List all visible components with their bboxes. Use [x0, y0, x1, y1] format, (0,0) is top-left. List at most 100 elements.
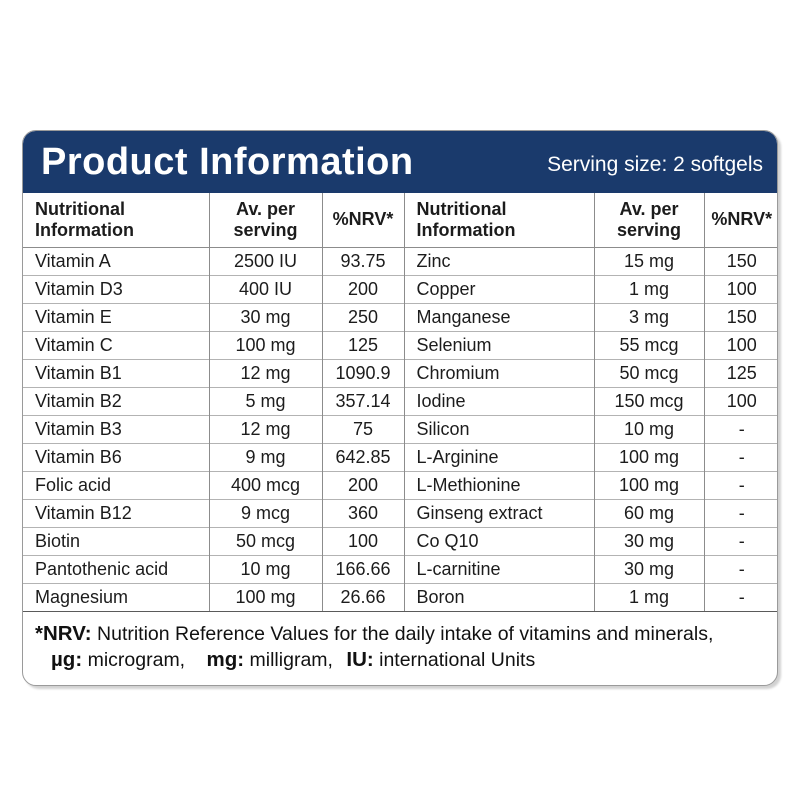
nrv-abbrev-label: *NRV:	[35, 622, 92, 645]
nutrient-name: Vitamin D3	[23, 274, 209, 303]
nutrient-amount: 100 mg	[593, 470, 704, 499]
nutrient-name: Silicon	[403, 414, 594, 443]
table-row: Magnesium 100 mg 26.66 Boron 1 mg -	[23, 582, 777, 611]
nutrient-name: L-Methionine	[403, 470, 594, 499]
table-row: Vitamin B1 12 mg 1090.9 Chromium 50 mcg 125	[23, 358, 777, 387]
nutrient-amount: 50 mcg	[208, 526, 322, 555]
nutrient-nrv: 200	[321, 470, 404, 499]
nutrient-name: Zinc	[403, 247, 594, 275]
nutrient-name: Folic acid	[23, 470, 209, 499]
nutrient-name: Iodine	[403, 386, 594, 415]
milligram-abbrev-label: mg:	[206, 647, 245, 671]
nutrient-amount: 100 mg	[593, 442, 704, 471]
nutrient-amount: 50 mcg	[593, 358, 704, 387]
nutrient-amount: 9 mcg	[208, 498, 322, 527]
nutrient-nrv: 75	[321, 414, 404, 443]
milligram-abbrev-text: milligram,	[244, 648, 333, 671]
nutrient-amount: 10 mg	[208, 554, 322, 583]
nutrient-nrv: 200	[321, 274, 404, 303]
nutrient-name: Vitamin B3	[23, 414, 209, 443]
table-row: Vitamin B3 12 mg 75 Silicon 10 mg -	[23, 414, 777, 443]
nutrient-amount: 400 IU	[208, 274, 322, 303]
product-information-panel: Product Information Serving size: 2 soft…	[22, 130, 778, 686]
microgram-abbrev-label: µg:	[51, 647, 83, 671]
nutrient-name: Biotin	[23, 526, 209, 555]
nutrient-name: Vitamin B6	[23, 442, 209, 471]
nutrient-amount: 30 mg	[593, 554, 704, 583]
nutrient-amount: 5 mg	[208, 386, 322, 415]
nutrient-nrv: 100	[703, 386, 777, 415]
serving-size-text: Serving size: 2 softgels	[547, 153, 763, 176]
column-header-nrv-left: %NRV*	[321, 193, 404, 248]
nutrient-amount: 3 mg	[593, 302, 704, 331]
nutrient-name: Magnesium	[23, 582, 209, 611]
panel-header: Product Information Serving size: 2 soft…	[23, 131, 777, 193]
nutrient-nrv: -	[703, 414, 777, 443]
nutrient-amount: 30 mg	[593, 526, 704, 555]
nutrient-amount: 100 mg	[208, 582, 322, 611]
nutrient-name: L-Arginine	[403, 442, 594, 471]
nutrient-nrv: 125	[321, 330, 404, 359]
nutrient-name: Manganese	[403, 302, 594, 331]
nutrient-nrv: -	[703, 470, 777, 499]
microgram-abbrev-text: microgram,	[82, 648, 186, 671]
nutrient-nrv: 150	[703, 302, 777, 331]
nutrition-table: Nutritional Information Av. per serving …	[23, 193, 777, 611]
nutrient-nrv: 150	[703, 247, 777, 275]
nutrient-amount: 15 mg	[593, 247, 704, 275]
nutrient-name: Boron	[403, 582, 594, 611]
nutrient-nrv: 100	[703, 330, 777, 359]
panel-title: Product Information	[41, 140, 414, 183]
nutrient-nrv: 26.66	[321, 582, 404, 611]
nutrient-name: Vitamin B1	[23, 358, 209, 387]
table-row: Biotin 50 mcg 100 Co Q10 30 mg -	[23, 526, 777, 555]
table-row: Vitamin D3 400 IU 200 Copper 1 mg 100	[23, 274, 777, 303]
table-row: Folic acid 400 mcg 200 L-Methionine 100 mg -	[23, 470, 777, 499]
table-row: Vitamin B2 5 mg 357.14 Iodine 150 mcg 100	[23, 386, 777, 415]
nutrient-name: Ginseng extract	[403, 498, 594, 527]
table-header-row: Nutritional Information Av. per serving …	[23, 193, 777, 248]
nutrient-nrv: 1090.9	[321, 358, 404, 387]
nutrient-amount: 10 mg	[593, 414, 704, 443]
nutrient-name: Copper	[403, 274, 594, 303]
nutrient-amount: 60 mg	[593, 498, 704, 527]
nrv-abbrev-text: Nutrition Reference Values for the daily…	[91, 623, 714, 645]
nutrient-nrv: 93.75	[321, 247, 404, 275]
iu-abbrev-text: international Units	[373, 648, 536, 671]
nutrient-name: Vitamin B2	[23, 386, 209, 415]
nutrient-nrv: 357.14	[321, 386, 404, 415]
nutrient-name: Co Q10	[403, 526, 594, 555]
nutrient-amount: 400 mcg	[208, 470, 322, 499]
footnote: *NRV: Nutrition Reference Values for the…	[23, 611, 777, 685]
nutrient-nrv: 250	[321, 302, 404, 331]
nutrient-nrv: -	[703, 498, 777, 527]
nutrient-name: Chromium	[403, 358, 594, 387]
nutrient-name: Vitamin B12	[23, 498, 209, 527]
table-row: Vitamin B12 9 mcg 360 Ginseng extract 60 mg -	[23, 498, 777, 527]
nutrient-nrv: 125	[703, 358, 777, 387]
nutrient-name: L-carnitine	[403, 554, 594, 583]
iu-abbrev-label: IU:	[346, 647, 374, 671]
column-header-serving-right: Av. per serving	[593, 193, 704, 248]
table-row: Vitamin A 2500 IU 93.75 Zinc 15 mg 150	[23, 247, 777, 275]
nutrient-amount: 30 mg	[208, 302, 322, 331]
column-header-nrv-right: %NRV*	[703, 193, 777, 248]
nutrient-name: Vitamin C	[23, 330, 209, 359]
nutrient-amount: 150 mcg	[593, 386, 704, 415]
nutrient-name: Vitamin A	[35, 250, 111, 271]
table-row: Vitamin B6 9 mg 642.85 L-Arginine 100 mg -	[23, 442, 777, 471]
nutrient-amount: 2500 IU	[208, 247, 322, 275]
nutrient-nrv: 100	[321, 526, 404, 555]
column-header-nutrition-left: Nutritional Information	[23, 193, 209, 248]
table-row: Vitamin E 30 mg 250 Manganese 3 mg 150	[23, 302, 777, 331]
nutrient-name: Pantothenic acid	[23, 554, 209, 583]
nutrient-nrv: 642.85	[321, 442, 404, 471]
nutrient-amount: 9 mg	[208, 442, 322, 471]
nutrient-nrv: 166.66	[321, 554, 404, 583]
nutrient-nrv: -	[703, 554, 777, 583]
nutrient-nrv: -	[703, 442, 777, 471]
table-row: Vitamin C 100 mg 125 Selenium 55 mcg 100	[23, 330, 777, 359]
nutrient-amount: 1 mg	[593, 582, 704, 611]
nutrient-amount: 1 mg	[593, 274, 704, 303]
nutrient-nrv: -	[703, 526, 777, 555]
